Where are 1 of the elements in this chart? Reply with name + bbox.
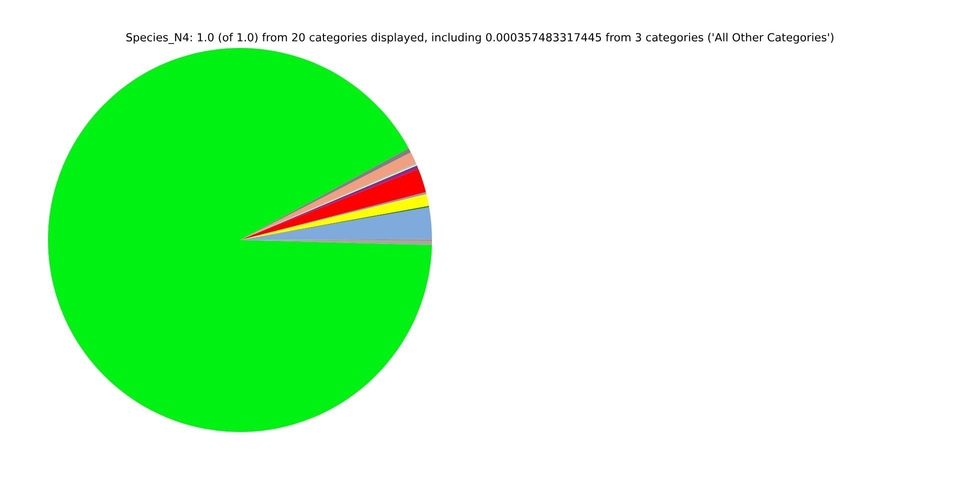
text: Species_N4: 1.0 (of 1.0) from 20 categories displayed, including 0.000357483317445 from 3 categories ('All Other Categories') — [126, 32, 834, 44]
